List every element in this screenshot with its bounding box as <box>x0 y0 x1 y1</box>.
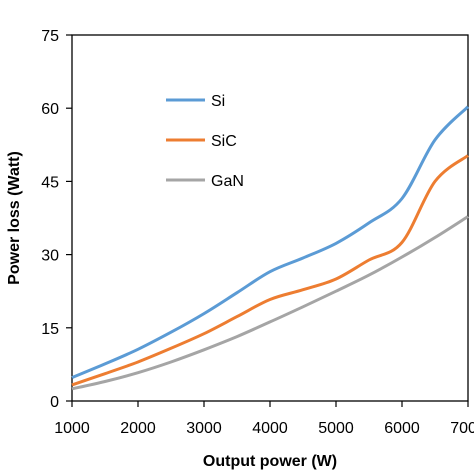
y-tick-label: 30 <box>41 248 59 265</box>
x-tick-label: 4000 <box>252 420 288 437</box>
y-axis-title: Power loss (Watt) <box>6 151 23 285</box>
x-axis-title: Output power (W) <box>203 453 337 470</box>
axis-layer: 0 15 30 45 60 75 1000 2000 3000 4000 5000 6000 7000 <box>41 28 474 437</box>
series-line-si <box>71 105 470 379</box>
x-tick-label: 1000 <box>54 420 90 437</box>
y-tick-label: 0 <box>50 394 59 411</box>
series-line-sic <box>71 154 469 387</box>
legend-label-si: Si <box>211 93 225 110</box>
series-layer <box>71 105 470 391</box>
y-tick-label: 75 <box>41 28 59 45</box>
x-tick-label: 5000 <box>318 420 354 437</box>
legend: Si SiC GaN <box>166 93 244 190</box>
legend-label-gan: GaN <box>211 173 244 190</box>
y-tick-label: 45 <box>41 174 59 191</box>
x-tick-label: 6000 <box>384 420 420 437</box>
series-line-gan <box>71 215 469 391</box>
x-tick-label: 7000 <box>450 420 474 437</box>
plot-area <box>71 34 469 402</box>
legend-label-sic: SiC <box>211 133 237 150</box>
x-tick-label: 2000 <box>120 420 156 437</box>
x-tick-label: 3000 <box>186 420 222 437</box>
y-tick-label: 15 <box>41 321 59 338</box>
y-tick-label: 60 <box>41 101 59 118</box>
